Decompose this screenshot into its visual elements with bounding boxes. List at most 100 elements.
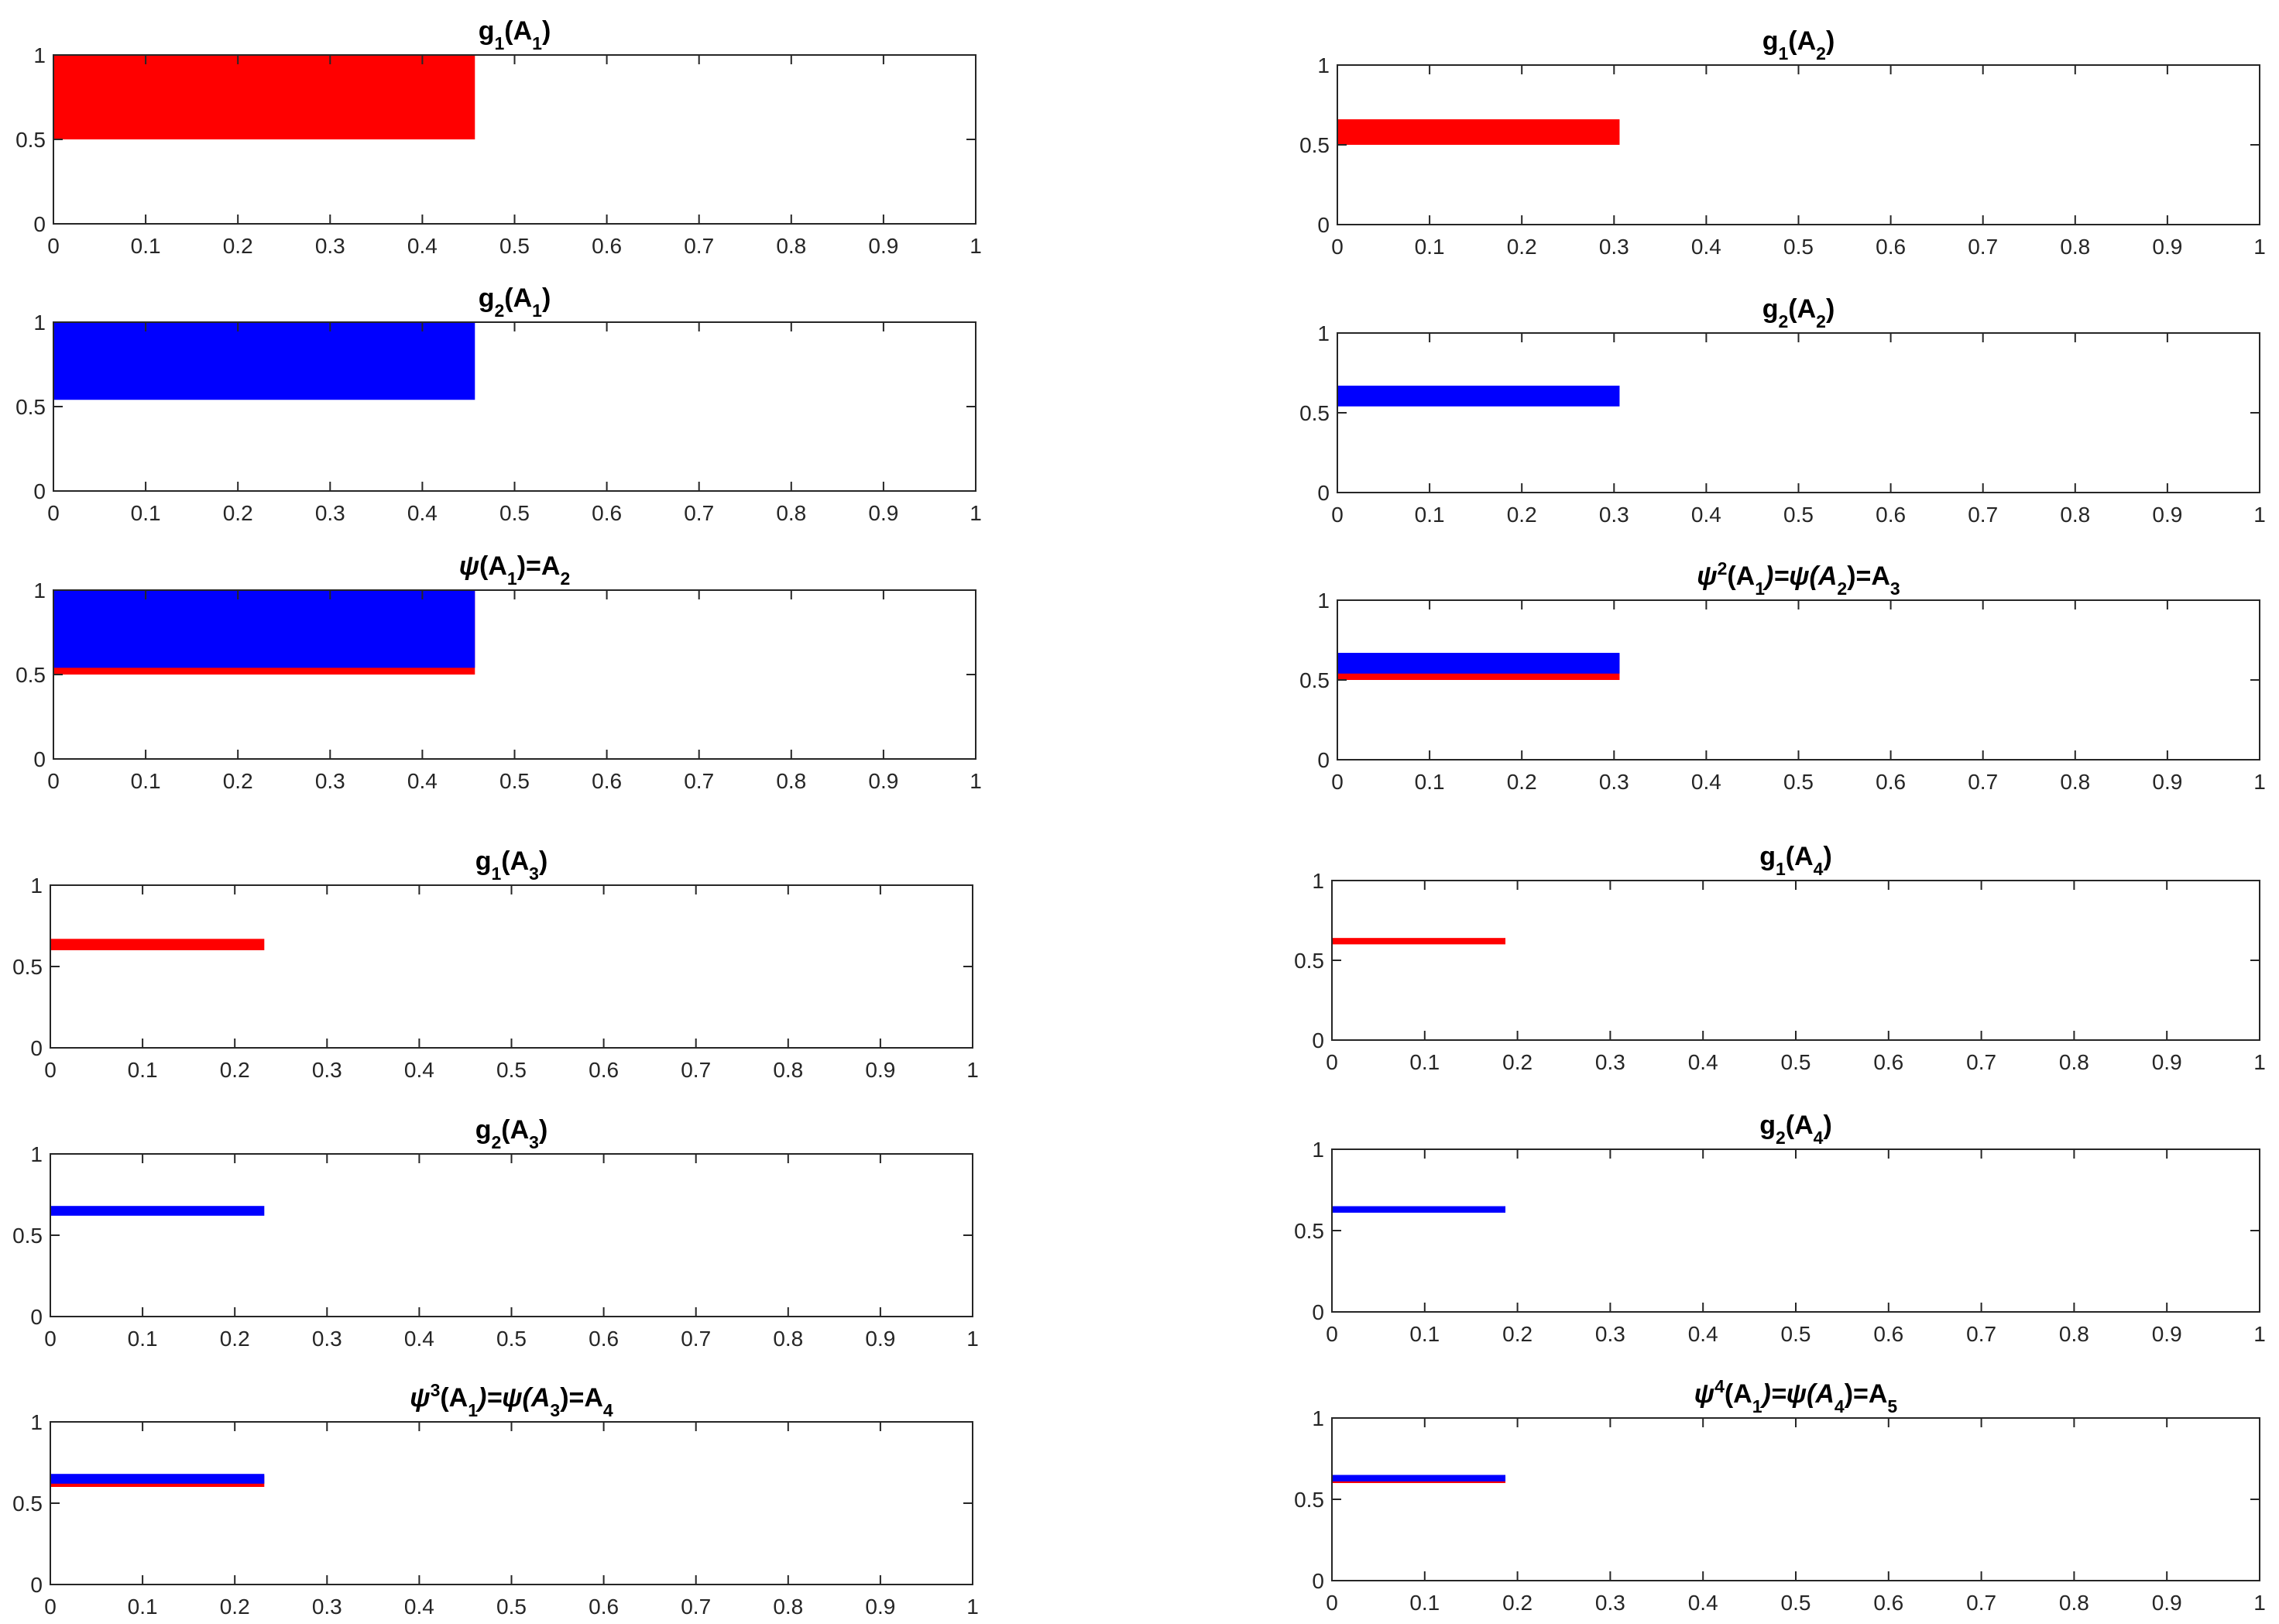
x-tick-label: 0.3 — [1595, 1050, 1625, 1074]
y-tick-label: 0 — [1317, 213, 1330, 237]
y-tick-label: 0 — [33, 479, 46, 503]
x-tick-label: 0.4 — [407, 501, 438, 525]
x-tick-label: 0.6 — [589, 1058, 619, 1082]
x-tick-label: 0.3 — [1595, 1591, 1625, 1615]
x-tick-label: 0.3 — [312, 1058, 342, 1082]
x-tick-label: 0.8 — [773, 1595, 803, 1619]
x-tick-label: 0.7 — [1968, 503, 1998, 527]
x-tick-label: 0.1 — [1415, 503, 1445, 527]
x-tick-label: 0 — [1331, 235, 1344, 259]
x-tick-label: 0.4 — [404, 1058, 434, 1082]
y-tick-label: 0 — [30, 1036, 43, 1060]
x-tick-label: 0.9 — [2152, 235, 2182, 259]
panel-title: g1(A3) — [475, 846, 548, 884]
x-tick-label: 0 — [44, 1058, 57, 1082]
x-tick-label: 0 — [44, 1327, 57, 1351]
y-tick-label: 0.5 — [15, 128, 46, 152]
red-band-1 — [1332, 938, 1506, 945]
y-tick-label: 0 — [1317, 748, 1330, 772]
plot-area — [1332, 1418, 2260, 1581]
x-tick-label: 0.8 — [776, 501, 806, 525]
y-tick-label: 0.5 — [1294, 1219, 1324, 1243]
x-tick-label: 0 — [47, 234, 60, 258]
x-tick-label: 0.5 — [1783, 770, 1814, 794]
y-tick-label: 1 — [1312, 869, 1324, 893]
x-tick-label: 0.3 — [315, 234, 345, 258]
y-tick-label: 1 — [1317, 321, 1330, 345]
x-tick-label: 0.9 — [868, 769, 898, 793]
x-tick-label: 0.1 — [128, 1327, 158, 1351]
y-tick-label: 0.5 — [12, 955, 43, 979]
x-tick-label: 0.1 — [131, 234, 161, 258]
x-tick-label: 0.5 — [499, 769, 530, 793]
x-tick-label: 0.1 — [1415, 770, 1445, 794]
x-tick-label: 0.5 — [496, 1327, 527, 1351]
x-tick-label: 0.6 — [1873, 1591, 1903, 1615]
x-tick-label: 0.6 — [592, 769, 622, 793]
x-tick-label: 0 — [1331, 770, 1344, 794]
x-tick-label: 0.5 — [1781, 1322, 1811, 1346]
panel-title: g1(A4) — [1759, 842, 1832, 879]
x-tick-label: 0.8 — [773, 1327, 803, 1351]
blue-band-1 — [1332, 1206, 1506, 1213]
x-tick-label: 0.3 — [315, 501, 345, 525]
x-tick-label: 0.7 — [1966, 1050, 1996, 1074]
x-tick-label: 0.5 — [496, 1058, 527, 1082]
x-tick-label: 0.4 — [1691, 770, 1721, 794]
x-tick-label: 0.1 — [1415, 235, 1445, 259]
blue-band-2 — [1332, 1475, 1506, 1482]
x-tick-label: 0.9 — [868, 234, 898, 258]
x-tick-label: 0.6 — [592, 234, 622, 258]
x-tick-label: 0.8 — [773, 1058, 803, 1082]
x-tick-label: 0.7 — [681, 1595, 711, 1619]
x-tick-label: 0.6 — [1876, 770, 1906, 794]
blue-band-1 — [1337, 385, 1620, 407]
subplot-9: 0 0.1 0.2 0.3 0.4 0.5 0.6 0.7 0.8 0.9 1 0 0.5 1 ψ2(A1)… — [1299, 558, 2266, 794]
x-tick-label: 1 — [2253, 1050, 2266, 1074]
x-tick-label: 0.3 — [1595, 1322, 1625, 1346]
subplot-7: 0 0.1 0.2 0.3 0.4 0.5 0.6 0.7 0.8 0.9 1 0 0.5 1 g1(A2) — [1299, 26, 2266, 259]
panel-title: ψ(A1)=A2 — [459, 551, 571, 589]
y-tick-label: 0 — [30, 1573, 43, 1597]
x-tick-label: 0.5 — [1781, 1591, 1811, 1615]
x-tick-label: 1 — [966, 1327, 979, 1351]
red-band-1 — [1337, 119, 1620, 145]
x-tick-label: 0.3 — [315, 769, 345, 793]
x-tick-label: 0 — [47, 769, 60, 793]
x-tick-label: 0.2 — [220, 1058, 250, 1082]
y-tick-label: 0.5 — [1294, 1488, 1324, 1512]
x-tick-label: 1 — [970, 769, 982, 793]
x-tick-label: 0.7 — [681, 1327, 711, 1351]
x-tick-label: 0.1 — [1409, 1591, 1440, 1615]
y-tick-label: 0.5 — [1299, 401, 1330, 425]
red-band-1 — [50, 939, 265, 950]
x-tick-label: 0.2 — [1502, 1322, 1532, 1346]
blue-band-2 — [50, 1474, 265, 1484]
x-tick-label: 0 — [44, 1595, 57, 1619]
x-tick-label: 1 — [2253, 770, 2266, 794]
x-tick-label: 0.9 — [2152, 1050, 2182, 1074]
y-tick-label: 0.5 — [1299, 668, 1330, 692]
x-tick-label: 0.7 — [1968, 235, 1998, 259]
subplot-10: 0 0.1 0.2 0.3 0.4 0.5 0.6 0.7 0.8 0.9 1 0 0.5 1 g1(A4) — [1294, 842, 2266, 1074]
panel-title: g2(A1) — [479, 283, 551, 321]
subplot-3: 0 0.1 0.2 0.3 0.4 0.5 0.6 0.7 0.8 0.9 1 0 0.5 1 ψ(A1)=… — [15, 551, 982, 793]
x-tick-label: 0.4 — [1691, 503, 1721, 527]
plot-area — [50, 1154, 973, 1317]
y-tick-label: 0.5 — [12, 1492, 43, 1516]
x-tick-label: 1 — [2253, 1322, 2266, 1346]
x-tick-label: 0.6 — [589, 1327, 619, 1351]
x-tick-label: 0 — [1331, 503, 1344, 527]
blue-band-2 — [53, 590, 475, 668]
x-tick-label: 0.7 — [684, 501, 714, 525]
x-tick-label: 0.9 — [2152, 770, 2182, 794]
x-tick-label: 0 — [1326, 1322, 1338, 1346]
x-tick-label: 0.8 — [2060, 770, 2090, 794]
x-tick-label: 0.9 — [2152, 503, 2182, 527]
x-tick-label: 0.2 — [223, 234, 253, 258]
blue-band-2 — [1337, 652, 1620, 674]
subplot-12: 0 0.1 0.2 0.3 0.4 0.5 0.6 0.7 0.8 0.9 1 0 0.5 1 ψ4(A1)… — [1294, 1376, 2266, 1615]
x-tick-label: 0.4 — [407, 234, 438, 258]
y-tick-label: 0.5 — [15, 395, 46, 419]
